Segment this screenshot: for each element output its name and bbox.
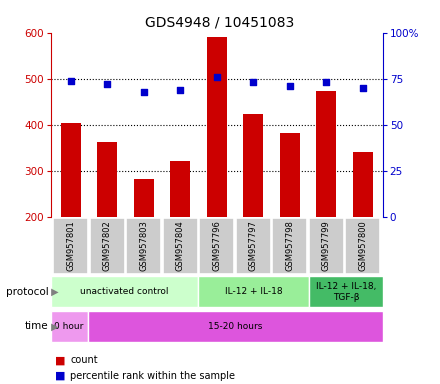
Point bbox=[104, 81, 111, 87]
Text: GSM957802: GSM957802 bbox=[103, 220, 112, 271]
Bar bbox=[90, 217, 125, 274]
Point bbox=[249, 79, 257, 86]
Bar bbox=[280, 132, 300, 217]
Point bbox=[359, 85, 366, 91]
Bar bbox=[309, 217, 344, 274]
Bar bbox=[316, 91, 336, 217]
Point bbox=[67, 78, 74, 84]
Text: 0 hour: 0 hour bbox=[55, 322, 84, 331]
Bar bbox=[170, 161, 190, 217]
Text: GSM957799: GSM957799 bbox=[322, 220, 331, 271]
Bar bbox=[236, 217, 271, 274]
Text: GSM957801: GSM957801 bbox=[66, 220, 75, 271]
Text: GSM957804: GSM957804 bbox=[176, 220, 185, 271]
Text: IL-12 + IL-18: IL-12 + IL-18 bbox=[225, 287, 282, 296]
Text: GSM957803: GSM957803 bbox=[139, 220, 148, 271]
Text: unactivated control: unactivated control bbox=[80, 287, 169, 296]
Text: GSM957798: GSM957798 bbox=[285, 220, 294, 271]
Bar bbox=[53, 217, 88, 274]
Text: protocol: protocol bbox=[6, 287, 48, 297]
Bar bbox=[97, 142, 117, 217]
Bar bbox=[163, 217, 198, 274]
Text: count: count bbox=[70, 355, 98, 365]
Point bbox=[213, 74, 220, 80]
Bar bbox=[88, 311, 383, 342]
Bar bbox=[134, 179, 154, 217]
Point bbox=[323, 79, 330, 86]
Bar bbox=[198, 276, 309, 307]
Text: ▶: ▶ bbox=[48, 321, 59, 331]
Bar bbox=[353, 152, 373, 217]
Point bbox=[140, 89, 147, 95]
Text: GSM957797: GSM957797 bbox=[249, 220, 258, 271]
Bar bbox=[345, 217, 380, 274]
Text: 15-20 hours: 15-20 hours bbox=[208, 322, 262, 331]
Point bbox=[286, 83, 293, 89]
Bar bbox=[51, 276, 198, 307]
Bar bbox=[61, 123, 81, 217]
Text: percentile rank within the sample: percentile rank within the sample bbox=[70, 371, 235, 381]
Bar bbox=[207, 37, 227, 217]
Bar bbox=[199, 217, 234, 274]
Bar bbox=[51, 311, 88, 342]
Text: GSM957796: GSM957796 bbox=[212, 220, 221, 271]
Text: ■: ■ bbox=[55, 371, 66, 381]
Bar bbox=[309, 276, 383, 307]
Text: ▶: ▶ bbox=[48, 287, 59, 297]
Bar bbox=[126, 217, 161, 274]
Bar bbox=[243, 114, 263, 217]
Bar bbox=[272, 217, 307, 274]
Text: GDS4948 / 10451083: GDS4948 / 10451083 bbox=[145, 15, 295, 29]
Text: time: time bbox=[25, 321, 48, 331]
Text: ■: ■ bbox=[55, 355, 66, 365]
Point bbox=[177, 87, 184, 93]
Text: GSM957800: GSM957800 bbox=[358, 220, 367, 271]
Text: IL-12 + IL-18,
TGF-β: IL-12 + IL-18, TGF-β bbox=[316, 282, 376, 301]
